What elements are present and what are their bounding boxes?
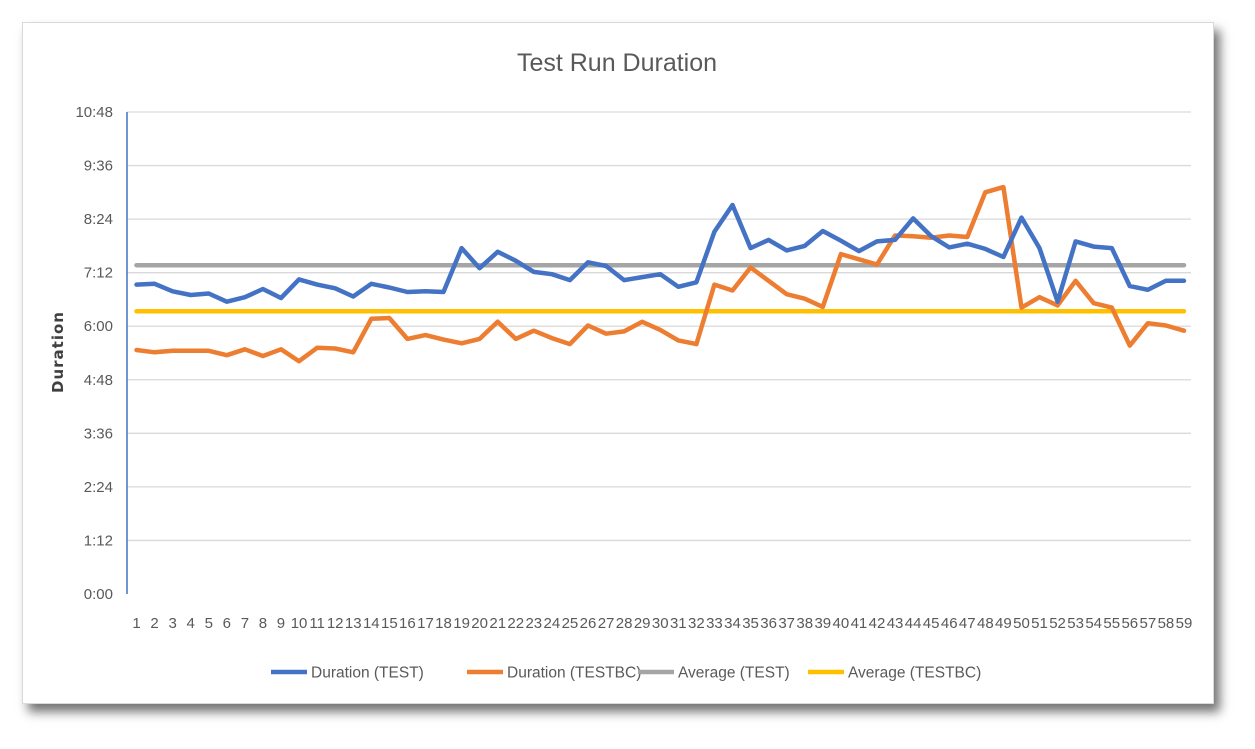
x-tick-label: 22 [507,615,524,632]
x-tick-label: 9 [277,615,285,632]
x-tick-label: 42 [869,615,886,632]
legend-label: Average (TESTBC) [848,665,981,682]
series-line-duration-test [134,202,1187,304]
x-tick-label: 1 [132,615,140,632]
x-tick-label: 43 [887,615,904,632]
legend-label: Duration (TEST) [311,665,424,682]
x-tick-label: 28 [616,615,633,632]
y-tick-label: 8:24 [84,211,113,228]
y-tick-label: 1:12 [84,532,113,549]
x-tick-label: 39 [814,615,831,632]
x-tick-label: 34 [724,615,741,632]
x-tick-label: 25 [562,615,579,632]
x-tick-label: 29 [634,615,651,632]
x-tick-label: 59 [1176,615,1193,632]
x-tick-label: 37 [778,615,795,632]
y-tick-label: 2:24 [84,479,113,496]
x-tick-label: 55 [1103,615,1120,632]
x-tick-label: 54 [1085,615,1102,632]
legend-label: Duration (TESTBC) [507,665,641,682]
x-tick-label: 52 [1049,615,1066,632]
x-tick-label: 41 [851,615,868,632]
x-tick-label: 27 [598,615,615,632]
x-tick-label: 5 [205,615,213,632]
gridlines [127,111,1191,542]
y-tick-labels: 0:00 1:12 2:24 3:36 4:48 6:00 7:12 8:24 9:36 10:4… [75,104,113,603]
x-tick-label: 4 [187,615,195,632]
x-tick-label: 18 [435,615,452,632]
y-tick-label: 0:00 [84,586,113,603]
x-tick-label: 57 [1140,615,1157,632]
x-tick-label: 50 [1013,615,1030,632]
chart-card [22,22,1214,704]
x-tick-label: 10 [291,615,308,632]
chart-title: Test Run Duration [517,49,717,77]
y-axis-label: Duration [49,311,67,393]
x-tick-label: 14 [363,615,380,632]
x-tick-label: 6 [223,615,231,632]
y-tick-label: 9:36 [84,158,113,175]
x-tick-label: 53 [1067,615,1084,632]
x-tick-label: 8 [259,615,267,632]
x-tick-label: 3 [168,615,176,632]
x-tick-labels: 1 2 3 4 5 6 7 8 9 10 11 12 13 14 15 16 17 18 19 20 21 22 23 24 2… [132,615,1192,632]
x-tick-label: 45 [923,615,940,632]
x-tick-label: 15 [381,615,398,632]
x-tick-label: 24 [544,615,561,632]
x-tick-label: 23 [525,615,542,632]
x-tick-label: 13 [345,615,362,632]
x-tick-label: 7 [241,615,249,632]
x-tick-label: 58 [1158,615,1175,632]
x-tick-label: 33 [706,615,723,632]
x-tick-label: 16 [399,615,416,632]
y-tick-label: 4:48 [84,372,113,389]
x-tick-label: 38 [796,615,813,632]
x-tick-label: 49 [995,615,1012,632]
x-tick-label: 47 [959,615,976,632]
x-tick-label: 17 [417,615,434,632]
x-tick-label: 40 [833,615,850,632]
x-tick-label: 20 [471,615,488,632]
y-tick-label: 10:48 [75,104,113,121]
x-tick-label: 30 [652,615,669,632]
x-tick-label: 36 [760,615,777,632]
x-tick-label: 46 [941,615,958,632]
y-tick-label: 3:36 [84,425,113,442]
x-tick-label: 11 [309,615,325,632]
x-tick-label: 19 [453,615,470,632]
series-line-duration-testbc [134,184,1187,364]
x-tick-label: 2 [150,615,158,632]
x-tick-label: 56 [1121,615,1138,632]
series-lines [134,184,1187,364]
x-tick-label: 48 [977,615,994,632]
x-tick-label: 35 [742,615,759,632]
x-tick-label: 26 [580,615,597,632]
x-tick-label: 12 [327,615,344,632]
x-tick-label: 31 [670,615,687,632]
y-tick-label: 7:12 [84,265,113,282]
legend: Duration (TEST) Duration (TESTBC) Average … [271,665,981,682]
x-tick-label: 21 [489,615,506,632]
x-tick-label: 44 [905,615,922,632]
legend-label: Average (TEST) [678,665,790,682]
y-tick-label: 6:00 [84,318,113,335]
x-tick-label: 51 [1031,615,1048,632]
x-tick-label: 32 [688,615,705,632]
